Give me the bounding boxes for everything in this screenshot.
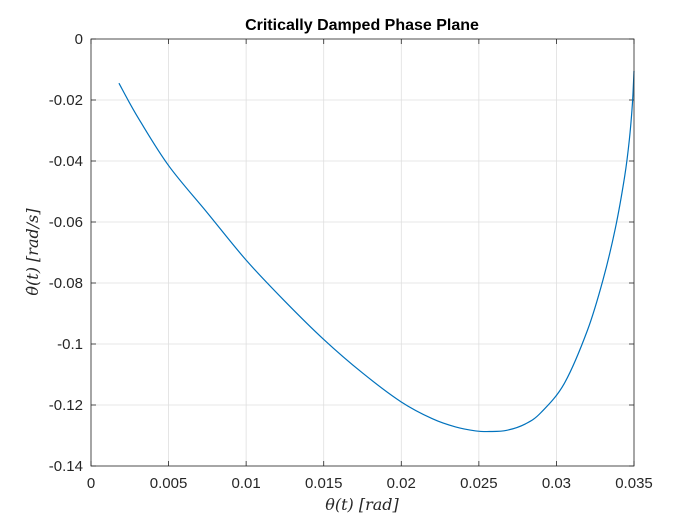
y-tick-label: -0.12 [49, 397, 83, 414]
chart-title: Critically Damped Phase Plane [245, 17, 479, 34]
x-tick-label: 0.025 [460, 475, 498, 492]
y-tick-label: -0.04 [49, 153, 83, 170]
x-tick-label: 0.02 [387, 475, 416, 492]
x-tick-label: 0.03 [542, 475, 571, 492]
axes-box [90, 38, 635, 467]
x-tick-labels: 0 0.005 0.01 0.015 0.02 0.025 0.03 0.035 [87, 475, 653, 492]
y-tick-label: -0.1 [57, 336, 83, 353]
series-group [118, 71, 635, 433]
x-tick-label: 0.035 [615, 475, 653, 492]
y-tick-label: -0.08 [49, 275, 83, 292]
x-tick-label: 0 [87, 475, 95, 492]
y-tick-label: -0.02 [49, 92, 83, 109]
y-tick-label: -0.06 [49, 214, 83, 231]
x-axis-label: θ(t) [rad] [325, 495, 399, 514]
y-tick-labels: 0 -0.02 -0.04 -0.06 -0.08 -0.1 -0.12 -0.14 [49, 31, 83, 475]
x-tick-label: 0.015 [305, 475, 343, 492]
axes-background [91, 39, 634, 466]
y-tick-label: -0.14 [49, 458, 83, 475]
x-tick-label: 0.005 [150, 475, 188, 492]
y-tick-label: 0 [75, 31, 83, 48]
y-axis-label: θ̇(t) [rad/s] [23, 208, 42, 296]
x-tick-label: 0.01 [232, 475, 261, 492]
phase-trajectory-line [118, 71, 635, 433]
